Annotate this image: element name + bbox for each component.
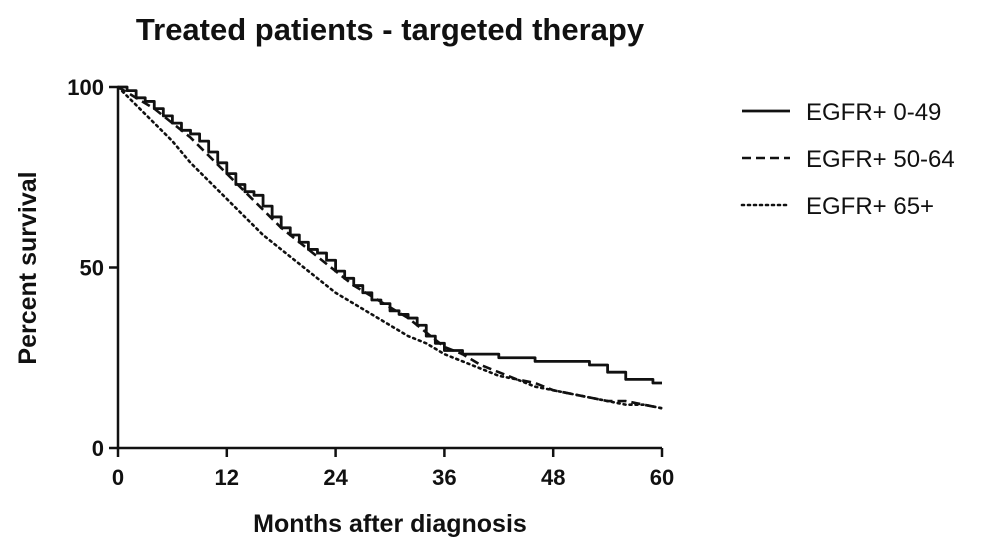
y-axis-label: Percent survival xyxy=(14,171,42,364)
y-tick-label: 50 xyxy=(80,256,104,281)
ticks: 0 12 24 36 48 60 0 50 100 xyxy=(67,75,674,490)
series-line-3 xyxy=(116,85,664,410)
x-tick-label: 24 xyxy=(323,465,348,490)
series-group xyxy=(116,85,664,410)
y-tick-label: 100 xyxy=(67,75,104,100)
legend-label-3: EGFR+ 65+ xyxy=(806,193,934,220)
legend-label-1: EGFR+ 0-49 xyxy=(806,99,941,126)
x-tick-label: 12 xyxy=(215,465,239,490)
series-line-2 xyxy=(117,85,663,410)
x-tick-label: 0 xyxy=(112,465,124,490)
legend-label-2: EGFR+ 50-64 xyxy=(806,146,955,173)
y-tick-label: 0 xyxy=(92,436,104,461)
chart-title: Treated patients - targeted therapy xyxy=(136,12,645,47)
legend: EGFR+ 0-49 EGFR+ 50-64 EGFR+ 65+ xyxy=(740,99,955,220)
series-line-1 xyxy=(118,85,662,385)
x-axis-label: Months after diagnosis xyxy=(253,510,527,538)
x-tick-label: 60 xyxy=(650,465,674,490)
x-tick-label: 36 xyxy=(432,465,456,490)
x-tick-label: 48 xyxy=(541,465,565,490)
